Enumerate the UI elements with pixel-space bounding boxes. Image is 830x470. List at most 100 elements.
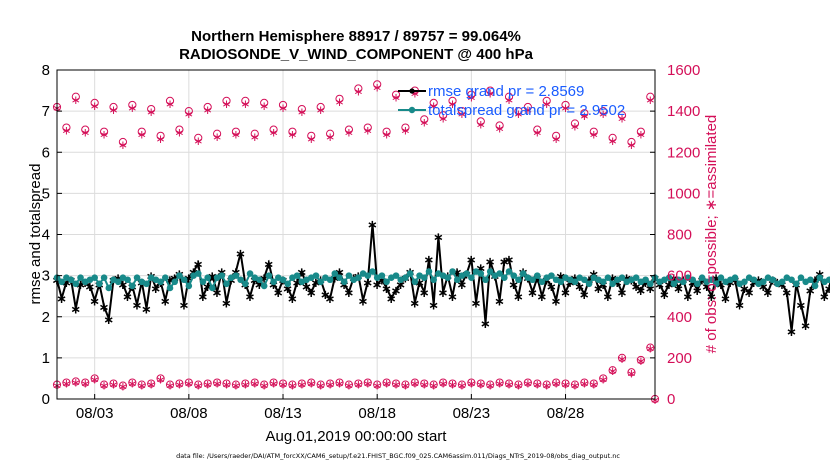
totalspread-point bbox=[336, 274, 343, 281]
rmse-point: ∗ bbox=[504, 253, 515, 268]
rmse-point: ∗ bbox=[334, 266, 345, 281]
rmse-point: ∗ bbox=[452, 266, 463, 281]
rmse-point: ∗ bbox=[734, 298, 745, 313]
obs-assimilated-marker: ∗ bbox=[137, 128, 147, 142]
obs-assimilated-marker: ∗ bbox=[391, 378, 401, 392]
obs-assimilated-marker: ∗ bbox=[306, 132, 316, 146]
obs-possible-marker bbox=[420, 115, 429, 124]
obs-possible-marker bbox=[476, 379, 485, 388]
obs-assimilated-marker: ∗ bbox=[372, 80, 382, 94]
rmse-point: ∗ bbox=[132, 298, 143, 313]
rmse-point: ∗ bbox=[424, 253, 435, 268]
rmse-point: ∗ bbox=[381, 282, 392, 297]
obs-possible-marker bbox=[99, 380, 109, 389]
obs-possible-marker bbox=[147, 104, 156, 114]
x-tick-label: 08/03 bbox=[76, 405, 114, 422]
obs-possible-marker bbox=[165, 96, 175, 105]
totalspread-point bbox=[284, 280, 292, 288]
rmse-point: ∗ bbox=[89, 294, 100, 309]
totalspread-point bbox=[463, 270, 470, 277]
totalspread-point bbox=[533, 272, 541, 279]
rmse-point: ∗ bbox=[631, 280, 642, 295]
obs-assimilated-marker: ∗ bbox=[372, 379, 382, 393]
obs-possible-marker bbox=[457, 380, 467, 389]
obs-possible-marker bbox=[636, 355, 645, 365]
rmse-point: ∗ bbox=[306, 286, 317, 301]
totalspread-point bbox=[788, 276, 795, 284]
rmse-point: ∗ bbox=[56, 292, 67, 307]
rmse-point: ∗ bbox=[198, 290, 209, 305]
obs-possible-marker bbox=[617, 353, 627, 362]
totalspread-point bbox=[604, 274, 612, 281]
totalspread-point bbox=[430, 276, 437, 284]
totalspread-point bbox=[618, 274, 626, 281]
rmse-point: ∗ bbox=[259, 272, 270, 287]
obs-possible-marker bbox=[231, 127, 241, 136]
obs-possible-marker bbox=[326, 129, 335, 138]
obs-possible-marker bbox=[269, 125, 278, 134]
totalspread-point bbox=[133, 274, 141, 281]
obs-possible-marker bbox=[467, 90, 476, 99]
obs-assimilated-marker: ∗ bbox=[542, 97, 552, 111]
totalspread-point bbox=[340, 278, 348, 286]
rmse-point: ∗ bbox=[438, 286, 449, 301]
obs-assimilated-marker: ∗ bbox=[240, 378, 250, 392]
obs-assimilated-marker: ∗ bbox=[99, 379, 109, 393]
obs-assimilated-marker: ∗ bbox=[504, 93, 514, 107]
obs-possible-marker bbox=[175, 125, 184, 134]
obs-assimilated-marker: ∗ bbox=[344, 126, 354, 140]
obs-possible-marker bbox=[439, 378, 448, 387]
totalspread-series bbox=[53, 268, 830, 292]
obs-possible-marker bbox=[269, 378, 278, 387]
obs-assimilated-marker: ∗ bbox=[325, 130, 335, 144]
x-tick-label: 08/18 bbox=[358, 405, 396, 422]
obs-assimilated-marker: ∗ bbox=[598, 372, 608, 386]
obs-possible-marker bbox=[504, 92, 514, 101]
rmse-point: ∗ bbox=[409, 296, 420, 311]
obs-possible-marker bbox=[401, 123, 410, 132]
y2-tick-label: 1200 bbox=[667, 144, 700, 161]
totalspread-point bbox=[698, 274, 706, 281]
rmse-point: ∗ bbox=[183, 272, 194, 287]
y2-tick-label: 1000 bbox=[667, 185, 700, 202]
rmse-point: ∗ bbox=[796, 298, 807, 313]
obs-possible-marker bbox=[62, 378, 71, 387]
totalspread-point bbox=[293, 272, 301, 279]
obs-assimilated-marker: ∗ bbox=[203, 378, 213, 392]
rmse-point: ∗ bbox=[730, 274, 741, 289]
obs-assimilated-marker: ∗ bbox=[551, 377, 561, 391]
obs-assimilated-marker: ∗ bbox=[419, 378, 429, 392]
y2-axis-label: # of obs: o=possible; ∗=assimilated bbox=[703, 115, 720, 354]
obs-assimilated-marker: ∗ bbox=[316, 103, 326, 117]
legend-spread-label: totalspread grand pr = 2.9502 bbox=[428, 102, 625, 119]
obs-assimilated-marker: ∗ bbox=[174, 378, 184, 392]
totalspread-point bbox=[731, 274, 739, 281]
rmse-point: ∗ bbox=[287, 292, 298, 307]
obs-assimilated-marker: ∗ bbox=[400, 124, 410, 138]
obs-possible-marker bbox=[231, 380, 241, 389]
obs-assimilated-marker: ∗ bbox=[137, 379, 147, 393]
rmse-point: ∗ bbox=[617, 286, 628, 301]
rmse-point: ∗ bbox=[739, 282, 750, 297]
obs-possible-marker bbox=[156, 374, 165, 383]
obs-possible-marker bbox=[165, 380, 175, 389]
obs-possible-marker bbox=[382, 127, 391, 136]
totalspread-point bbox=[538, 278, 546, 286]
totalspread-point bbox=[599, 278, 607, 286]
rmse-point: ∗ bbox=[654, 278, 665, 293]
obs-possible-marker bbox=[288, 380, 297, 389]
rmse-point: ∗ bbox=[551, 294, 562, 309]
y2-tick-label: 200 bbox=[667, 350, 692, 367]
obs-assimilated-marker: ∗ bbox=[316, 379, 326, 393]
obs-assimilated-marker: ∗ bbox=[184, 107, 194, 121]
totalspread-point bbox=[665, 274, 673, 281]
obs-possible-marker bbox=[533, 379, 542, 388]
y-axis-label: rmse and totalspread bbox=[27, 164, 44, 305]
legend-spread-marker bbox=[408, 106, 416, 114]
obs-assimilated-marker: ∗ bbox=[617, 111, 627, 125]
rmse-point: ∗ bbox=[720, 292, 731, 307]
y2-tick-label: 600 bbox=[667, 268, 692, 285]
obs-possible-marker bbox=[137, 380, 146, 389]
rmse-point: ∗ bbox=[75, 278, 86, 293]
